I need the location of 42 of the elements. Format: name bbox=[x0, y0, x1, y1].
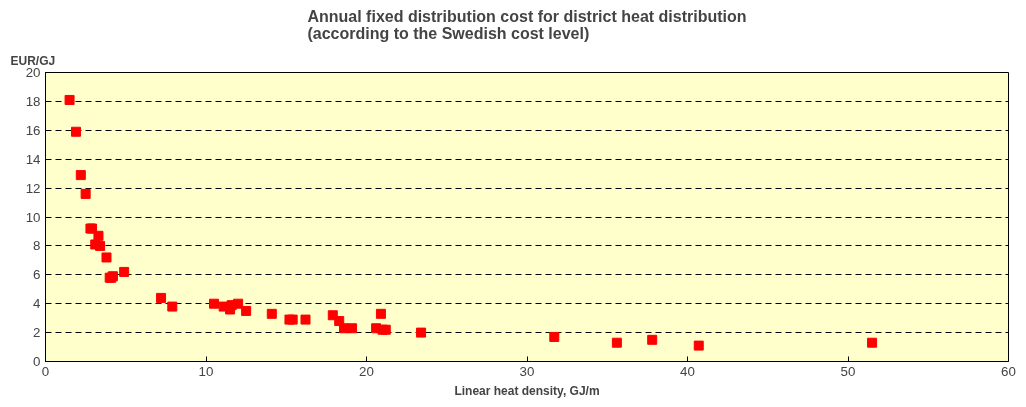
point bbox=[209, 298, 220, 309]
point bbox=[611, 337, 622, 348]
point bbox=[347, 323, 358, 334]
x-tick-label: 20 bbox=[359, 363, 374, 379]
x-tick-label: 30 bbox=[519, 363, 535, 379]
point bbox=[266, 308, 277, 319]
point bbox=[95, 240, 106, 251]
y-tick-label: 10 bbox=[25, 209, 41, 225]
point bbox=[693, 340, 704, 351]
x-axis-title: Linear heat density, GJ/m bbox=[454, 383, 600, 398]
point bbox=[375, 308, 386, 319]
y-tick-label: 2 bbox=[33, 325, 41, 341]
y-tick-label: 6 bbox=[33, 267, 41, 283]
point bbox=[156, 292, 167, 303]
y-tick-label: 4 bbox=[33, 296, 42, 312]
x-tick-label: 60 bbox=[1001, 363, 1016, 379]
y-tick-label: 8 bbox=[33, 238, 41, 254]
x-tick-label: 10 bbox=[198, 363, 214, 379]
point bbox=[167, 301, 178, 312]
y-tick-label: 14 bbox=[25, 151, 42, 167]
y-tick-label: 16 bbox=[25, 122, 41, 138]
point bbox=[101, 252, 112, 263]
point bbox=[64, 94, 75, 105]
point bbox=[75, 170, 86, 181]
point bbox=[300, 314, 311, 325]
point bbox=[647, 334, 658, 345]
point bbox=[71, 126, 81, 137]
y-tick-label: 20 bbox=[25, 65, 41, 80]
point bbox=[233, 298, 244, 309]
y-tick-label: 12 bbox=[25, 180, 41, 196]
point bbox=[549, 331, 560, 342]
point bbox=[80, 188, 91, 199]
x-tick-label: 50 bbox=[840, 363, 856, 379]
x-tick-label: 40 bbox=[680, 363, 695, 379]
point bbox=[241, 305, 252, 316]
y-axis-title: EUR/GJ bbox=[10, 53, 56, 68]
point bbox=[867, 337, 878, 348]
point bbox=[93, 230, 104, 241]
point bbox=[119, 266, 130, 277]
point bbox=[416, 327, 427, 338]
y-tick-label: 18 bbox=[25, 93, 41, 109]
chart-title: Annual fixed distribution cost for district heat distribution (according to the Swedish cost level) bbox=[307, 7, 747, 42]
